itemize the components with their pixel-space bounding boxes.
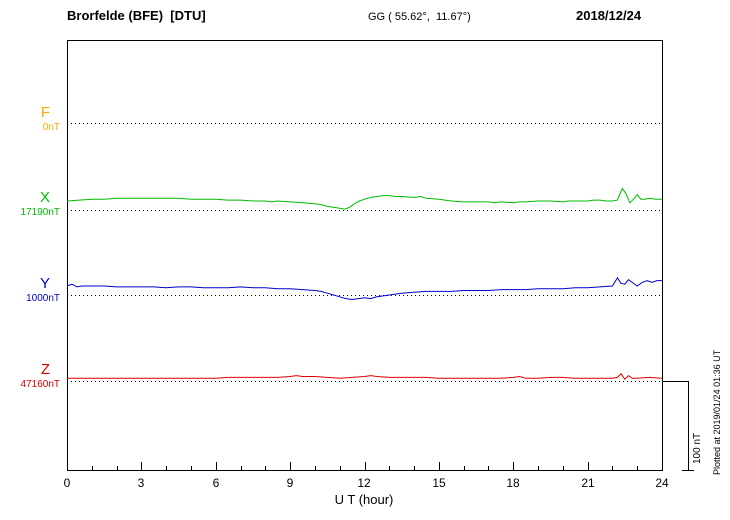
x-tick-label: 15 [432,476,446,490]
channel-baseline-z: 47160nT [20,378,60,390]
x-axis-label: U T (hour) [334,492,394,507]
channel-letter-z: Z [40,361,50,378]
plotted-at-note: Plotted at 2019/01/24 01:36 UT [712,349,722,475]
x-tick-label: 24 [655,476,669,490]
channel-label-y: Y 1000nT [0,275,60,304]
x-tick-label: 0 [63,476,71,490]
channel-baseline-y: 1000nT [26,292,60,304]
x-tick-label: 6 [212,476,220,490]
plot-date: 2018/12/24 [576,8,642,23]
scale-bar-label: 100 nT [692,432,703,464]
channel-label-x: X 17190nT [0,189,60,218]
geographic-coordinates: GG ( 55.62°, 11.67°) [368,11,471,23]
x-tick-label: 18 [506,476,520,490]
channel-baseline-f: 0nT [42,121,60,133]
x-tick-label: 3 [137,476,145,490]
channel-label-z: Z 47160nT [0,361,60,390]
channel-letter-x: X [39,189,50,206]
channel-letter-y: Y [39,275,50,292]
x-axis-tick-labels: 0 3 6 9 12 15 18 21 24 [0,476,730,492]
channel-baseline-x: 17190nT [20,206,60,218]
x-tick-label: 12 [357,476,371,490]
station-title: Brorfelde (BFE) [DTU] [67,8,206,23]
x-tick-label: 21 [581,476,595,490]
channel-label-f: F 0nT [0,104,60,133]
channel-letter-f: F [40,104,50,121]
x-tick-label: 9 [286,476,294,490]
